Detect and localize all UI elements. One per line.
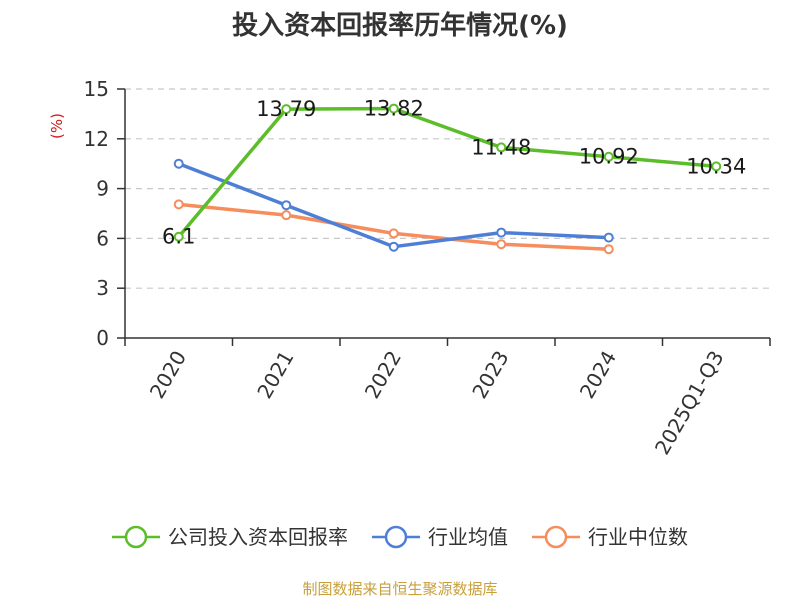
x-tick-label: 2024 <box>575 347 621 403</box>
data-point <box>388 103 399 114</box>
data-label: 13.82 <box>364 97 424 121</box>
y-tick-label: 9 <box>96 177 109 201</box>
legend-marker <box>384 525 408 549</box>
y-tick-label: 15 <box>84 77 109 101</box>
x-tick-label: 2025Q1-Q3 <box>650 347 729 459</box>
legend-marker <box>124 525 148 549</box>
grid-lines <box>125 88 770 289</box>
y-tick-label: 0 <box>96 326 109 350</box>
data-point <box>496 227 507 238</box>
series-line <box>177 106 718 239</box>
data-point <box>173 231 184 242</box>
x-tick-label: 2020 <box>145 347 191 403</box>
data-point <box>281 200 292 211</box>
y-tick-label: 3 <box>96 276 109 300</box>
data-label: 10.34 <box>686 154 746 178</box>
legend-label: 公司投入资本回报率 <box>168 525 348 549</box>
data-label: 11.48 <box>471 135 531 159</box>
y-tick-label: 6 <box>96 226 109 250</box>
data-point <box>603 151 614 162</box>
legend-label: 行业均值 <box>428 525 508 549</box>
data-point <box>388 228 399 239</box>
data-labels: 6.1 13.79 13.82 11.48 10.92 10.34 <box>162 97 746 249</box>
data-point <box>173 158 184 169</box>
data-label: 10.92 <box>579 145 639 169</box>
legend-item[interactable]: 行业中位数 <box>532 525 688 549</box>
data-point <box>496 239 507 250</box>
legend-label: 行业中位数 <box>588 525 688 549</box>
x-tick-label: 2022 <box>360 347 406 403</box>
data-point <box>496 142 507 153</box>
x-tick-label: 2023 <box>467 347 513 403</box>
legend: 公司投入资本回报率 行业均值 行业中位数 <box>112 525 688 549</box>
source-note: 制图数据来自恒生聚源数据库 <box>302 580 497 598</box>
data-point <box>388 241 399 252</box>
data-point <box>603 232 614 243</box>
legend-item[interactable]: 行业均值 <box>372 525 508 549</box>
axes: 0 3 6 9 12 15 2020 2021 2022 2023 2024 2025Q1-Q3 <box>84 77 771 459</box>
legend-item[interactable]: 公司投入资本回报率 <box>112 525 348 549</box>
y-axis-label: (%) <box>48 113 66 139</box>
x-tick-label: 2021 <box>252 347 298 403</box>
data-point <box>711 161 722 172</box>
data-label: 6.1 <box>162 225 195 249</box>
chart-title: 投入资本回报率历年情况(%) <box>232 10 568 41</box>
data-point <box>281 210 292 221</box>
data-point <box>603 244 614 255</box>
data-point <box>281 104 292 115</box>
y-tick-label: 12 <box>84 127 109 151</box>
series-lines <box>173 103 722 255</box>
data-point <box>173 199 184 210</box>
legend-marker <box>544 525 568 549</box>
data-label: 13.79 <box>256 97 316 121</box>
